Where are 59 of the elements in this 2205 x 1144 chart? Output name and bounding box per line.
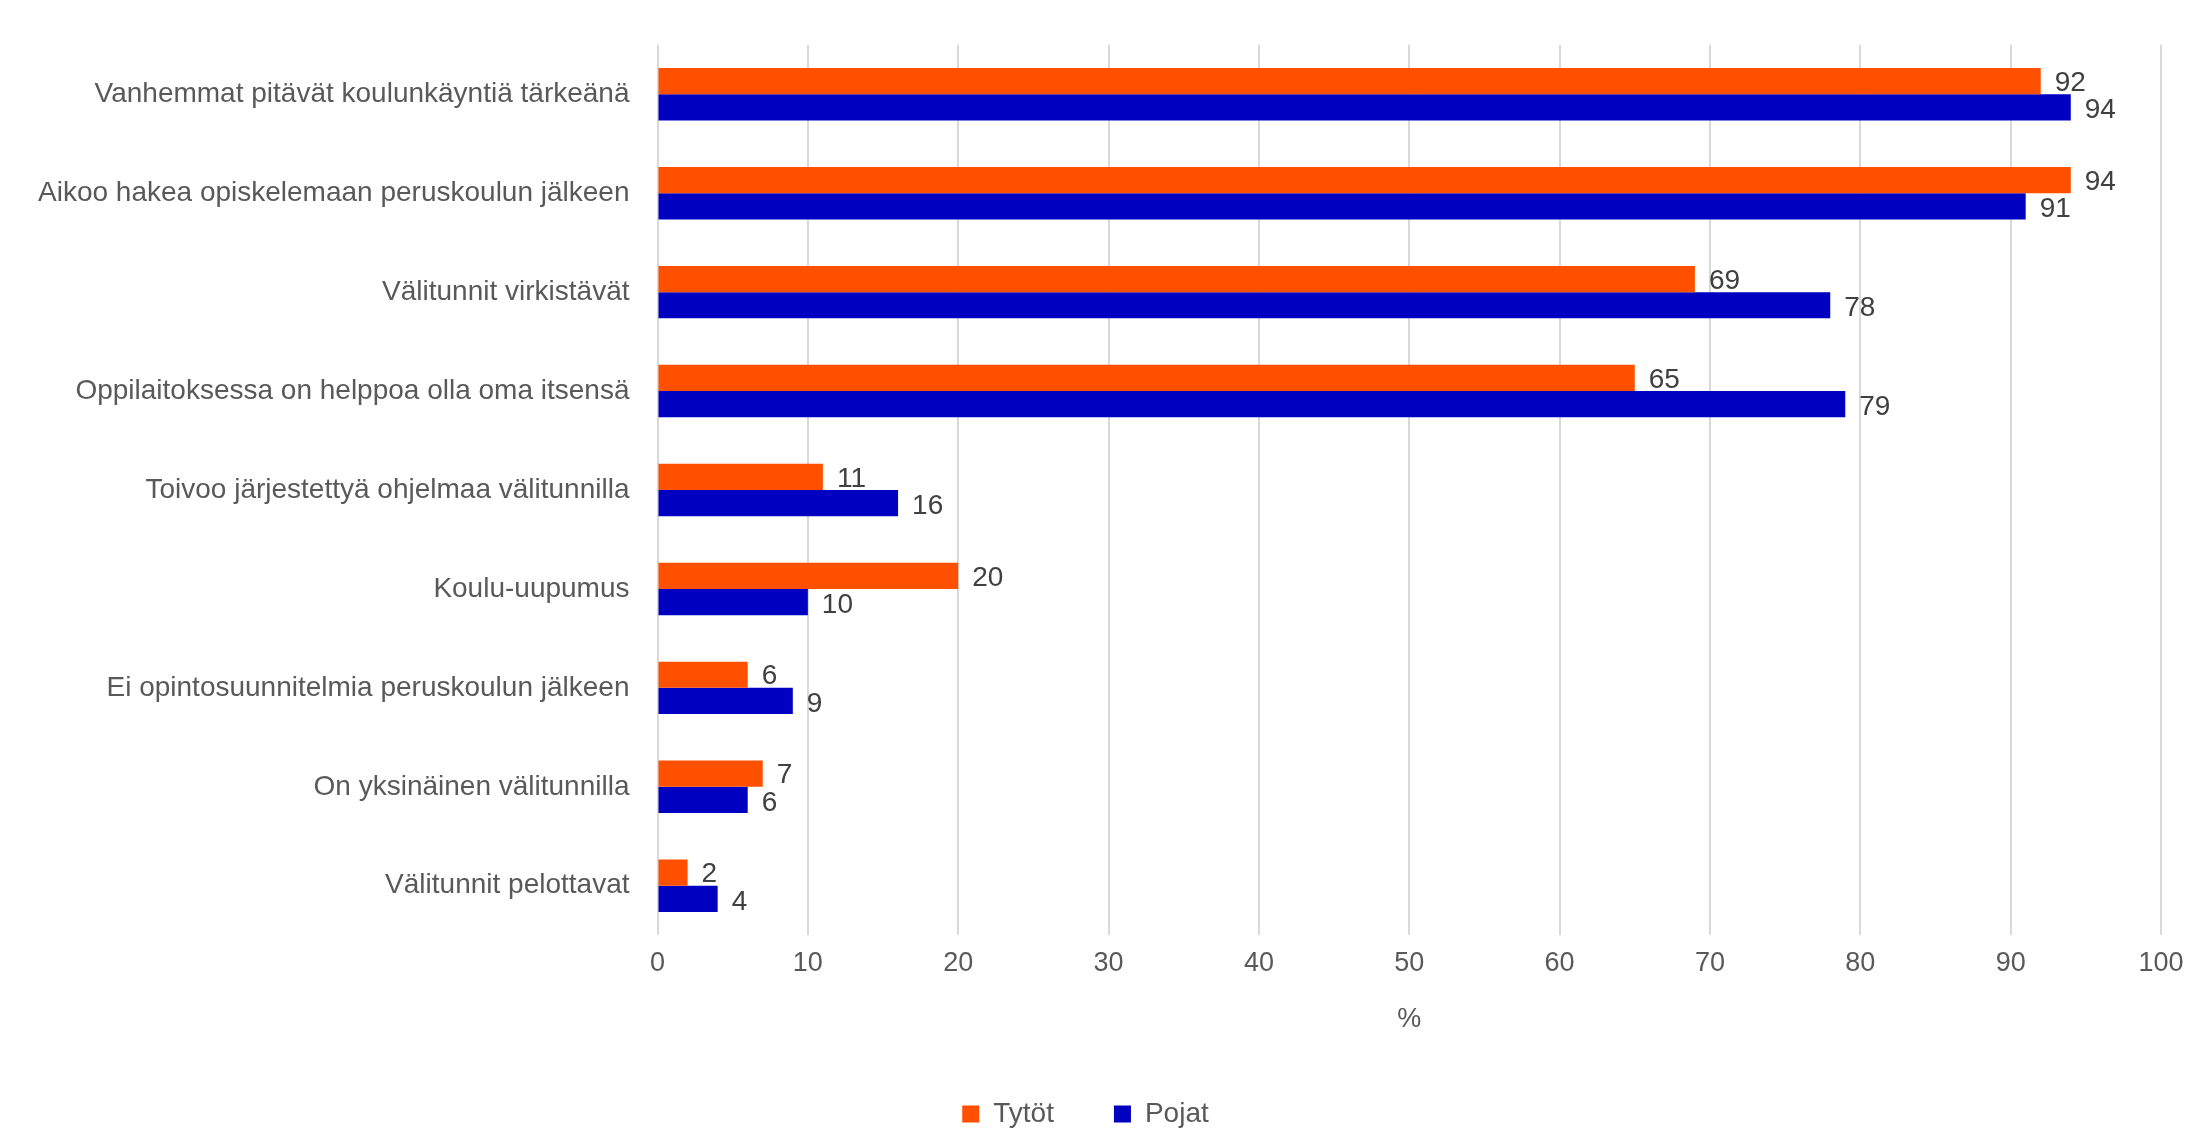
y-tick-label: Aikoo hakea opiskelemaan peruskoulun jälkeen bbox=[38, 175, 630, 207]
data-label: 92 bbox=[2054, 65, 2086, 97]
data-label: 91 bbox=[2039, 192, 2071, 224]
data-label: 94 bbox=[2084, 164, 2116, 196]
bar bbox=[658, 885, 718, 912]
data-label: 2 bbox=[701, 857, 718, 889]
bar bbox=[658, 661, 748, 688]
x-tick-label: 60 bbox=[1544, 946, 1575, 977]
y-tick-label: Koulu-uupumus bbox=[433, 571, 630, 603]
bar bbox=[658, 166, 2071, 194]
y-tick-label: Toivoo järjestettyä ohjelmaa välitunnilla bbox=[145, 472, 630, 504]
data-label: 69 bbox=[1708, 263, 1741, 295]
data-label: 94 bbox=[2084, 93, 2116, 125]
data-label: 4 bbox=[731, 884, 748, 916]
legend-label: Tytöt bbox=[993, 1096, 1055, 1128]
bar bbox=[658, 292, 1831, 319]
data-label: 65 bbox=[1648, 362, 1680, 394]
x-tick-label: 30 bbox=[1093, 946, 1124, 977]
y-tick-label: Välitunnit virkistävät bbox=[382, 274, 630, 306]
bar bbox=[658, 68, 2041, 95]
y-tick-label: Ei opintosuunnitelmia peruskoulun jälkeen bbox=[106, 670, 630, 702]
x-tick-label: 80 bbox=[1845, 946, 1876, 977]
x-tick-label: 40 bbox=[1243, 946, 1274, 977]
x-tick-label: 20 bbox=[943, 946, 974, 977]
y-tick-label: Vanhemmat pitävät koulunkäyntiä tärkeänä bbox=[94, 76, 630, 108]
x-tick-label: 10 bbox=[792, 946, 823, 977]
legend-label: Pojat bbox=[1144, 1096, 1209, 1128]
data-label: 79 bbox=[1859, 389, 1891, 421]
x-axis-title: % bbox=[1397, 1003, 1422, 1034]
y-tick-label: Välitunnit pelottavat bbox=[385, 868, 630, 900]
data-label: 20 bbox=[972, 560, 1004, 592]
data-label: 10 bbox=[821, 587, 854, 619]
bar bbox=[658, 562, 959, 589]
bar bbox=[658, 786, 748, 814]
data-label: 7 bbox=[776, 758, 793, 790]
bar bbox=[658, 760, 763, 787]
data-label: 6 bbox=[761, 785, 778, 817]
x-tick-label: 50 bbox=[1394, 946, 1425, 977]
y-tick-label: On yksinäinen välitunnilla bbox=[313, 769, 630, 801]
bar bbox=[658, 490, 899, 517]
data-label: 9 bbox=[806, 686, 823, 718]
bar bbox=[658, 687, 793, 715]
data-label: 6 bbox=[761, 659, 778, 691]
data-label: 78 bbox=[1844, 290, 1876, 322]
bar bbox=[658, 463, 823, 490]
bar bbox=[658, 391, 1846, 418]
bar bbox=[658, 364, 1635, 392]
x-tick-label: 70 bbox=[1694, 946, 1725, 977]
x-tick-label: 90 bbox=[1995, 946, 2026, 977]
y-tick-label: Oppilaitoksessa on helppoa olla oma itsensä bbox=[75, 373, 630, 405]
x-tick-label: 0 bbox=[649, 946, 666, 977]
data-label: 16 bbox=[912, 488, 944, 520]
data-label: 11 bbox=[836, 461, 866, 493]
bar bbox=[658, 94, 2071, 121]
x-tick-label: 100 bbox=[2138, 946, 2184, 977]
bar bbox=[658, 265, 1695, 293]
bar bbox=[658, 859, 688, 886]
bar bbox=[658, 193, 2026, 220]
bar bbox=[658, 588, 808, 616]
